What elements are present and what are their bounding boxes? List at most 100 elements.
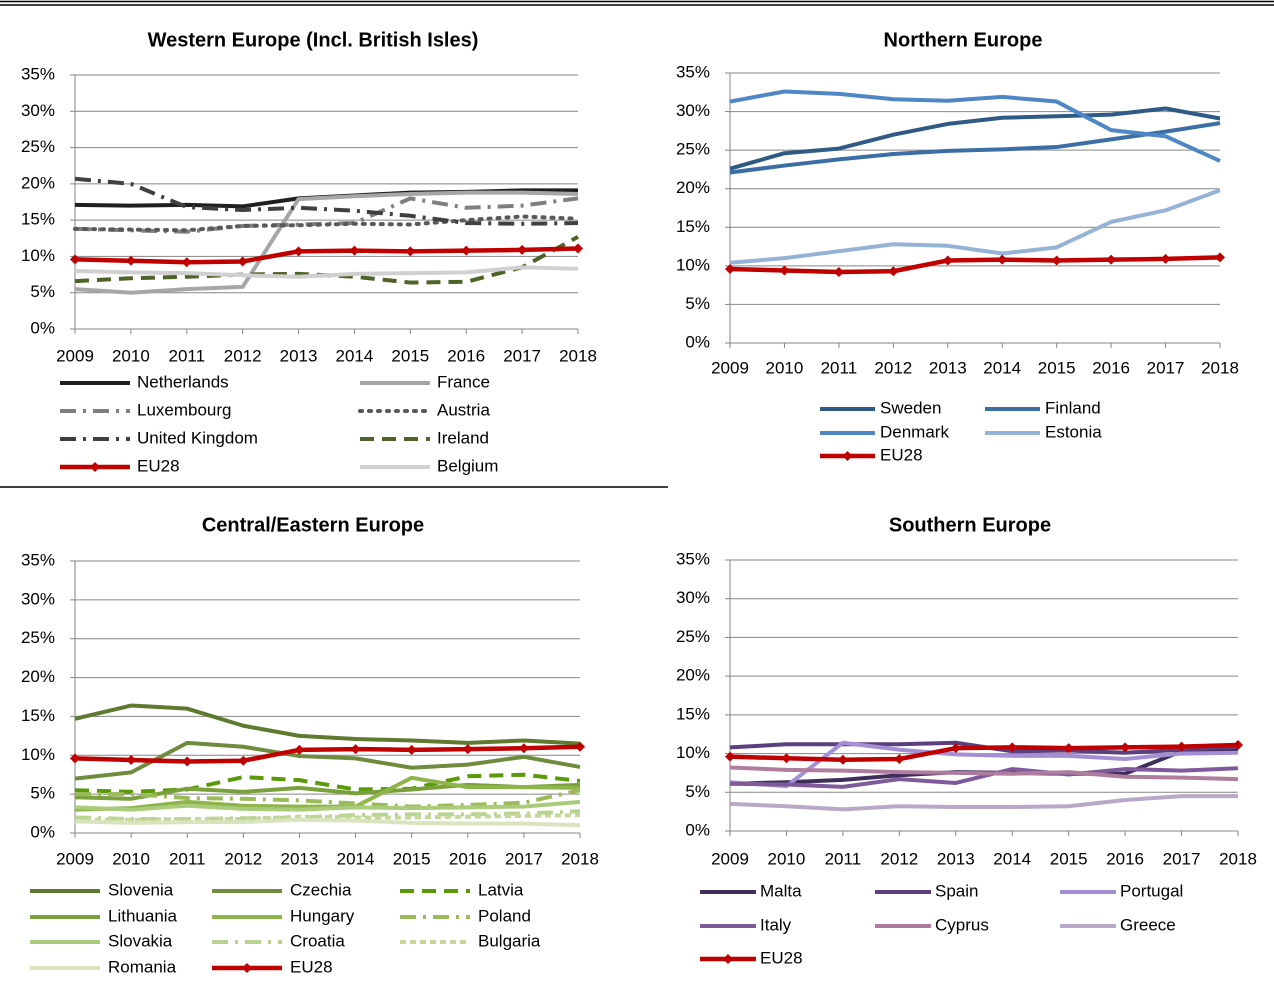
x-tick-label: 2009 (711, 849, 749, 868)
series-marker (573, 243, 583, 254)
series-line (75, 788, 581, 809)
series-marker (997, 254, 1008, 265)
series-line (74, 744, 581, 764)
y-tick-label: 35% (676, 62, 710, 81)
panel: Western Europe (Incl. British Isles) 0% 5%… (21, 29, 597, 475)
x-tick-label: 2016 (1106, 849, 1144, 868)
series-line (729, 740, 1239, 789)
y-tick-label: 20% (676, 666, 710, 685)
x-tick-label: 2013 (929, 358, 967, 377)
y-tick-label: 30% (21, 589, 55, 608)
series-line (729, 255, 1221, 275)
legend-label: Finland (1045, 398, 1101, 417)
y-tick-label: 10% (676, 743, 710, 762)
series-marker (125, 255, 136, 266)
legend-marker (242, 963, 252, 973)
series-line (729, 106, 1221, 171)
y-tick-label: 5% (685, 294, 710, 313)
legend-label: Luxembourg (137, 400, 232, 419)
series-line (74, 176, 579, 226)
y-tick-label: 25% (676, 140, 710, 159)
legend-label: Bulgaria (478, 931, 541, 950)
series-marker (1160, 253, 1171, 264)
legend-label: Greece (1120, 915, 1176, 934)
y-tick-label: 15% (676, 704, 710, 723)
legend-label: Romania (108, 957, 177, 976)
y-tick-label: 10% (21, 745, 55, 764)
x-tick-label: 2010 (768, 849, 806, 868)
y-tick-label: 5% (685, 782, 710, 801)
x-tick-label: 2015 (391, 346, 429, 365)
series-marker (1051, 255, 1062, 266)
x-tick-label: 2009 (56, 849, 94, 868)
series-marker (1176, 741, 1187, 752)
legend-label: EU28 (290, 957, 333, 976)
series-marker (1233, 740, 1243, 751)
x-tick-label: 2012 (880, 849, 918, 868)
y-tick-label: 25% (676, 627, 710, 646)
legend-label: Sweden (880, 398, 941, 417)
y-tick-label: 30% (676, 588, 710, 607)
x-tick-label: 2013 (281, 849, 319, 868)
series-line (729, 742, 1239, 763)
series-line (74, 809, 581, 822)
y-tick-label: 30% (676, 101, 710, 120)
legend-label: Portugal (1120, 881, 1183, 900)
x-tick-label: 2018 (561, 849, 599, 868)
x-tick-label: 2010 (766, 358, 804, 377)
series-marker (894, 753, 905, 764)
series-line (74, 703, 581, 746)
legend-label: Italy (760, 915, 792, 934)
legend-label: Austria (437, 400, 490, 419)
x-tick-label: 2018 (1219, 849, 1257, 868)
y-tick-label: 25% (21, 137, 55, 156)
x-tick-label: 2010 (112, 849, 150, 868)
x-tick-label: 2017 (505, 849, 543, 868)
series-marker (350, 744, 361, 755)
x-tick-label: 2017 (1147, 358, 1185, 377)
series-marker (1215, 252, 1225, 263)
series-line (74, 799, 581, 812)
legend-label: EU28 (760, 948, 803, 967)
x-tick-label: 2017 (503, 346, 541, 365)
x-tick-label: 2009 (56, 346, 94, 365)
series-line (74, 190, 579, 295)
legend-marker (842, 451, 853, 461)
legend-label: EU28 (137, 456, 180, 475)
y-tick-label: 15% (21, 706, 55, 725)
y-tick-label: 15% (676, 217, 710, 236)
y-tick-label: 20% (676, 178, 710, 197)
x-tick-label: 2014 (983, 358, 1021, 377)
series-marker (70, 753, 80, 764)
panel: Central/Eastern Europe 0% 5% 10% 15% 20% 25% 30… (21, 514, 599, 976)
x-tick-label: 2017 (1163, 849, 1201, 868)
y-tick-label: 0% (685, 820, 710, 839)
series-marker (294, 744, 305, 755)
series-marker (1063, 743, 1074, 754)
series-marker (950, 743, 961, 754)
y-tick-label: 0% (30, 822, 55, 841)
legend-label: France (437, 372, 490, 391)
x-tick-label: 2015 (1038, 358, 1076, 377)
x-tick-label: 2012 (224, 346, 262, 365)
chart-title: Western Europe (Incl. British Isles) (148, 29, 479, 51)
legend-label: Latvia (478, 880, 524, 899)
legend-label: Poland (478, 906, 531, 925)
x-tick-label: 2016 (449, 849, 487, 868)
legend-label: Lithuania (108, 906, 178, 925)
series-marker (461, 245, 472, 256)
y-tick-label: 35% (21, 550, 55, 569)
x-tick-label: 2011 (169, 849, 206, 868)
series-marker (181, 257, 192, 268)
panel: Southern Europe 0% 5% 10% 15% 20% 25% 30% 35% 200… (676, 514, 1257, 967)
x-tick-label: 2012 (874, 358, 912, 377)
series-line (729, 794, 1238, 812)
legend-label: Czechia (290, 880, 352, 899)
y-tick-label: 0% (685, 332, 710, 351)
series-line (75, 813, 581, 822)
series-marker (888, 266, 899, 277)
series-marker (293, 246, 304, 257)
series-line (74, 740, 581, 781)
legend-label: Cyprus (935, 915, 989, 934)
series-marker (182, 756, 193, 767)
